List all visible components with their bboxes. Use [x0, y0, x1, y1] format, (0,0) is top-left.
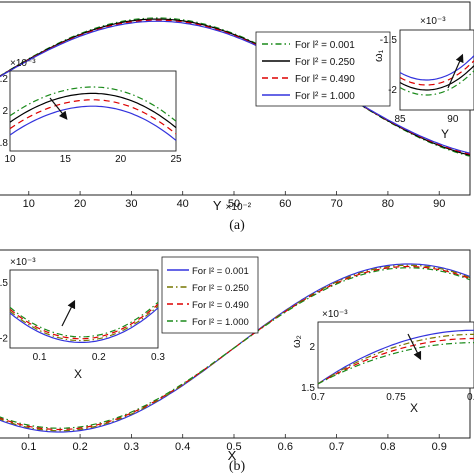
- inset-b2-x-tick-label: 0.7: [311, 392, 325, 403]
- inset-a2-arrow: [447, 53, 464, 89]
- inset-a2-y-tick-label: -1.5: [380, 35, 398, 46]
- panel-b-x-tick-label: 0.1: [21, 441, 36, 453]
- inset-b2-y-label: ω₂: [291, 335, 303, 348]
- panel-a-x-tick-label: 10: [23, 198, 35, 210]
- panel-a-x-tick-label: 80: [382, 198, 394, 210]
- inset-b2-y-tick-label: 1.5: [301, 383, 315, 394]
- inset-b2-series-line-2: [317, 337, 474, 385]
- panel-b-series-line-2: [0, 265, 471, 431]
- inset-b1-series-line-1: [9, 305, 159, 342]
- panel-b-x-tick-label: 0.6: [278, 441, 293, 453]
- inset-a1-x-tick-label: 15: [60, 154, 72, 165]
- panel-b-x-tick-label: 0.3: [124, 441, 139, 453]
- inset-b1-x-tick-label: 0.2: [92, 352, 106, 363]
- inset-b2-x-tick-label: 0.8: [467, 392, 474, 403]
- inset-a1-scale: ×10⁻³: [10, 58, 36, 69]
- inset-a1-series-line-3: [9, 105, 177, 141]
- panel-b-x-tick-label: 0.9: [432, 441, 447, 453]
- panel-a-x-tick-label: 90: [433, 198, 445, 210]
- inset-a1-x-tick-label: 25: [170, 154, 182, 165]
- panel-a-x-tick-label: 50: [228, 198, 240, 210]
- inset-b1-y-tick-label: -2: [0, 334, 8, 345]
- inset-a2-x-label: Y: [441, 127, 449, 141]
- inset-a1-x-tick-label: 20: [115, 154, 127, 165]
- panel-a-x-tick-label: 70: [330, 198, 342, 210]
- panel-a-x-tick-label: 60: [279, 198, 291, 210]
- panel-b-legend-entry: For l² = 0.001: [192, 266, 249, 277]
- inset-b1-series-line-0: [9, 307, 159, 343]
- panel-a-series-line-3: [0, 20, 471, 154]
- inset-a1-y-tick-label: 1.8: [0, 138, 8, 149]
- inset-a2-series-line-1: [399, 65, 474, 91]
- panel-a-chart: 10 20 30 40 50 60 70 80 90 Y ×10⁻² For l² = 0.001…: [0, 1, 474, 213]
- panel-a-legend-entry: For l² = 0.001: [295, 40, 355, 51]
- panel-a-legend-entry: For l² = 0.250: [295, 57, 355, 68]
- inset-b1-x-tick-label: 0.3: [151, 352, 165, 363]
- panel-b-inset-trough: ×10⁻³ 0.1 0.2 0.3 -2 1.5 X: [0, 257, 165, 381]
- inset-b2-x-label: X: [410, 401, 418, 415]
- inset-b2-x-tick-label: 0.75: [386, 392, 406, 403]
- caption-a: (a): [229, 218, 245, 233]
- inset-a1-series-line-0: [9, 86, 177, 122]
- panel-a-legend-entry: For l² = 0.490: [295, 74, 355, 85]
- inset-b2-y-tick-label: 2: [309, 342, 315, 353]
- inset-a2-series-line-2: [399, 60, 474, 86]
- inset-b1-arrow: [61, 299, 76, 327]
- inset-a1-y-tick-label: 2.2: [0, 74, 8, 85]
- inset-a2-series-line-3: [399, 55, 474, 81]
- inset-a2-y-label: ω₁: [373, 49, 385, 62]
- caption-b: (b): [229, 459, 246, 474]
- panel-a-legend-entry: For l² = 1.000: [295, 91, 355, 102]
- panel-a-x-tick-label: 40: [177, 198, 189, 210]
- inset-a2-y-tick-label: -2: [388, 85, 397, 96]
- inset-b2-scale: ×10⁻³: [322, 309, 348, 320]
- inset-b1-scale: ×10⁻³: [10, 257, 36, 268]
- panel-b-x-tick-label: 0.2: [72, 441, 87, 453]
- panel-b-legend: For l² = 0.001 For l² = 0.250 For l² = 0.4…: [161, 256, 259, 334]
- inset-a2-x-tick-label: 90: [447, 114, 459, 125]
- panel-a-x-label: Y ×10⁻²: [213, 198, 252, 213]
- inset-b2-series-line-0: [317, 329, 474, 385]
- inset-a1-series-line-2: [9, 99, 177, 135]
- inset-a1-y-tick-label: 2: [2, 106, 8, 117]
- panel-a-legend: For l² = 0.001 For l² = 0.250 For l² = 0.4…: [255, 31, 391, 107]
- panel-a-inset-peak: ×10⁻³ 10 15 20 25 1.8 2 2.2: [0, 58, 182, 165]
- inset-a2-scale: ×10⁻³: [420, 16, 446, 27]
- inset-b1-y-tick-label-top: 1.5: [0, 278, 8, 289]
- panel-b-x-ticks: 0.1 0.2 0.3 0.4 0.5 0.6 0.7 0.8 0.9: [21, 434, 447, 453]
- inset-b1-series-line-2: [9, 303, 159, 340]
- inset-a2-x-tick-label: 85: [394, 114, 406, 125]
- panel-b-series-line-3: [0, 267, 471, 429]
- panel-a-x-tick-label: 20: [74, 198, 86, 210]
- panel-b-x-tick-label: 0.5: [226, 441, 241, 453]
- panel-a-inset-trough: ×10⁻³ ω₁ 85 90 -1.5 -2 Y: [373, 16, 474, 141]
- inset-b2-arrow: [407, 333, 422, 361]
- panel-b-series: [0, 263, 471, 433]
- panel-b-inset-rise: ×10⁻³ ω₂ 0.7 0.75 0.8 1.5 2 X: [291, 309, 474, 415]
- panel-b-legend-entry: For l² = 0.490: [192, 300, 249, 311]
- panel-b-x-tick-label: 0.7: [329, 441, 344, 453]
- inset-b2-series-line-3: [317, 342, 474, 385]
- panel-a-series: [0, 17, 471, 157]
- inset-a1-series-line-1: [9, 92, 177, 129]
- panel-a-x-tick-label: 30: [125, 198, 137, 210]
- inset-b1-x-tick-label: 0.1: [33, 352, 47, 363]
- inset-b2-series-line-1: [317, 333, 474, 385]
- panel-b-legend-entry: For l² = 1.000: [192, 317, 249, 328]
- panel-b-legend-entry: For l² = 0.250: [192, 283, 249, 294]
- panel-b-chart: 0.1 0.2 0.3 0.4 0.5 0.6 0.7 0.8 0.9 X For l² = 0…: [0, 249, 474, 463]
- inset-b1-x-label: X: [74, 367, 82, 381]
- panel-b-x-tick-label: 0.4: [175, 441, 190, 453]
- panel-b-x-label: X: [228, 448, 237, 463]
- inset-b1-series-line-3: [9, 301, 159, 338]
- inset-a1-arrow: [49, 97, 68, 120]
- panel-b-x-tick-label: 0.8: [380, 441, 395, 453]
- panel-a-x-ticks: 10 20 30 40 50 60 70 80 90: [23, 191, 445, 210]
- inset-a1-x-tick-label: 10: [4, 154, 16, 165]
